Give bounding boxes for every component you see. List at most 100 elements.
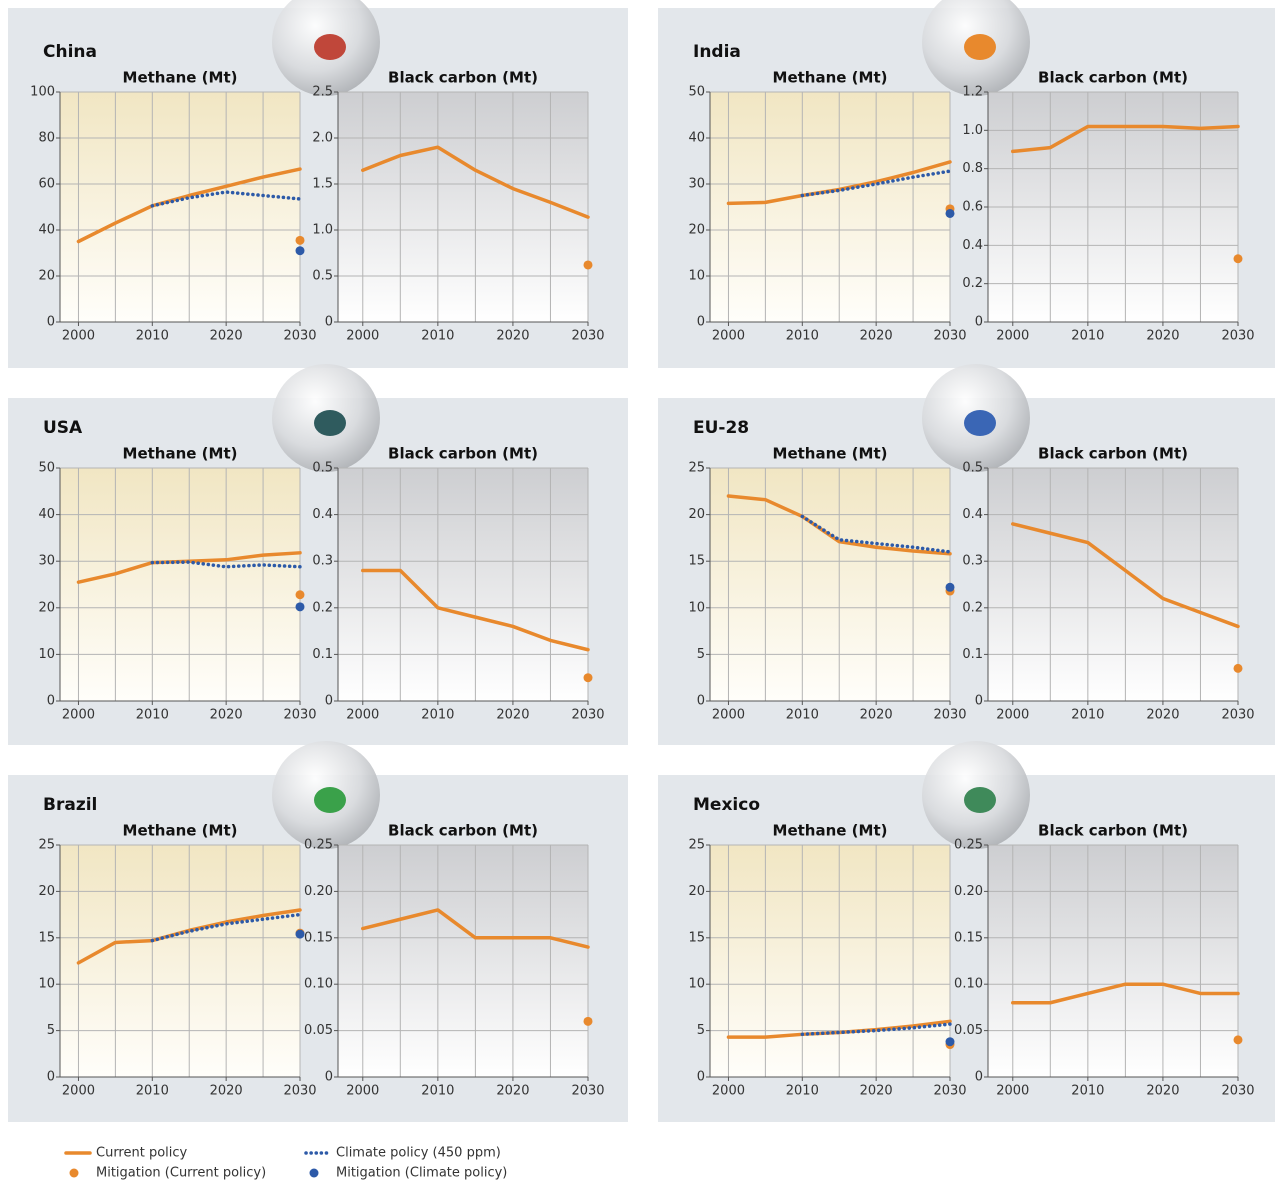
y-tick-label: 10 <box>38 647 55 662</box>
y-tick-label: 20 <box>38 269 55 284</box>
y-tick-label: 0 <box>975 315 983 330</box>
y-tick-label: 5 <box>697 647 705 662</box>
legend-label: Mitigation (Climate policy) <box>336 1166 507 1181</box>
current-line <box>1011 124 1240 154</box>
y-tick-label: 40 <box>688 131 705 146</box>
mitigation-point <box>295 246 305 256</box>
x-tick-label: 2000 <box>346 708 379 723</box>
x-tick-label: 2000 <box>62 1084 95 1099</box>
climate-line <box>150 560 302 569</box>
current-line <box>726 494 952 556</box>
x-tick-label: 2020 <box>860 708 893 723</box>
x-tick-label: 2030 <box>1221 708 1254 723</box>
y-tick-label: 30 <box>38 554 55 569</box>
y-tick-label: 0 <box>47 1070 55 1085</box>
globe-country <box>314 410 346 436</box>
current-line <box>76 908 302 965</box>
plot-area <box>338 92 588 322</box>
chart-title: Black carbon (Mt) <box>1038 69 1188 87</box>
x-tick-label: 2010 <box>786 329 819 344</box>
y-tick-label: 0.4 <box>312 507 333 522</box>
x-tick-label: 2000 <box>346 1084 379 1099</box>
x-tick-label: 2010 <box>136 329 169 344</box>
country-label: EU-28 <box>693 418 749 438</box>
current-line <box>361 145 590 219</box>
x-tick-label: 2030 <box>283 329 316 344</box>
y-tick-label: 0 <box>325 315 333 330</box>
y-tick-label: 10 <box>38 977 55 992</box>
x-tick-label: 2010 <box>1071 708 1104 723</box>
y-tick-label: 50 <box>38 461 55 476</box>
plot-area <box>60 92 300 322</box>
country-label: USA <box>43 418 83 438</box>
y-tick-label: 25 <box>688 461 705 476</box>
x-tick-label: 2030 <box>933 1084 966 1099</box>
mitigation-point <box>583 673 593 683</box>
y-tick-label: 40 <box>38 223 55 238</box>
plot-area <box>338 845 588 1077</box>
mitigation-point <box>295 602 305 612</box>
mitigation-point <box>295 590 305 600</box>
plot-area <box>710 468 950 701</box>
x-tick-label: 2000 <box>346 329 379 344</box>
mitigation-point <box>295 235 305 245</box>
chart-title: Black carbon (Mt) <box>1038 445 1188 463</box>
x-tick-label: 2010 <box>421 1084 454 1099</box>
y-tick-label: 0.4 <box>962 238 983 253</box>
y-tick-label: 0.2 <box>962 600 983 615</box>
mitigation-point <box>945 582 955 592</box>
chart-title: Black carbon (Mt) <box>1038 822 1188 840</box>
y-tick-label: 2.5 <box>312 85 333 100</box>
x-tick-label: 2010 <box>1071 329 1104 344</box>
x-tick-label: 2030 <box>571 1084 604 1099</box>
y-tick-label: 40 <box>38 507 55 522</box>
y-tick-label: 0.2 <box>962 276 983 291</box>
globe-country <box>314 787 346 813</box>
x-tick-label: 2030 <box>1221 329 1254 344</box>
y-tick-label: 1.5 <box>312 177 333 192</box>
globe-country <box>964 787 996 813</box>
y-tick-label: 0.5 <box>312 461 333 476</box>
x-tick-label: 2030 <box>1221 1084 1254 1099</box>
y-tick-label: 0.20 <box>954 884 983 899</box>
current-line <box>1011 522 1240 629</box>
country-label: Brazil <box>43 795 97 815</box>
x-tick-label: 2010 <box>1071 1084 1104 1099</box>
y-tick-label: 20 <box>688 507 705 522</box>
y-tick-label: 80 <box>38 131 55 146</box>
legend-marker <box>69 1168 79 1178</box>
climate-line <box>150 912 302 943</box>
legend-label: Current policy <box>96 1146 188 1161</box>
current-line <box>1011 982 1240 1005</box>
current-line <box>726 160 952 206</box>
legend-marker <box>309 1168 319 1178</box>
chart-title: Methane (Mt) <box>773 69 888 87</box>
y-tick-label: 0.15 <box>954 930 983 945</box>
y-tick-label: 5 <box>47 1023 55 1038</box>
y-tick-label: 0 <box>975 694 983 709</box>
x-tick-label: 2020 <box>496 708 529 723</box>
x-tick-label: 2000 <box>996 708 1029 723</box>
y-tick-label: 0.6 <box>962 200 983 215</box>
y-tick-label: 0.2 <box>312 600 333 615</box>
y-tick-label: 0.5 <box>962 461 983 476</box>
y-tick-label: 15 <box>38 930 55 945</box>
y-tick-label: 0.10 <box>954 977 983 992</box>
x-tick-label: 2030 <box>933 708 966 723</box>
chart-title: Methane (Mt) <box>123 445 238 463</box>
y-tick-label: 0.8 <box>962 161 983 176</box>
y-tick-label: 0.25 <box>304 838 333 853</box>
current-line <box>361 568 590 652</box>
y-tick-label: 10 <box>688 600 705 615</box>
x-tick-label: 2000 <box>712 1084 745 1099</box>
x-tick-label: 2030 <box>571 708 604 723</box>
x-tick-label: 2020 <box>860 1084 893 1099</box>
x-tick-label: 2010 <box>786 708 819 723</box>
climate-line <box>800 169 952 198</box>
x-tick-label: 2030 <box>283 1084 316 1099</box>
mitigation-point <box>295 929 305 939</box>
globe-country <box>964 34 996 60</box>
x-tick-label: 2030 <box>933 329 966 344</box>
y-tick-label: 0 <box>325 1070 333 1085</box>
y-tick-label: 10 <box>688 269 705 284</box>
